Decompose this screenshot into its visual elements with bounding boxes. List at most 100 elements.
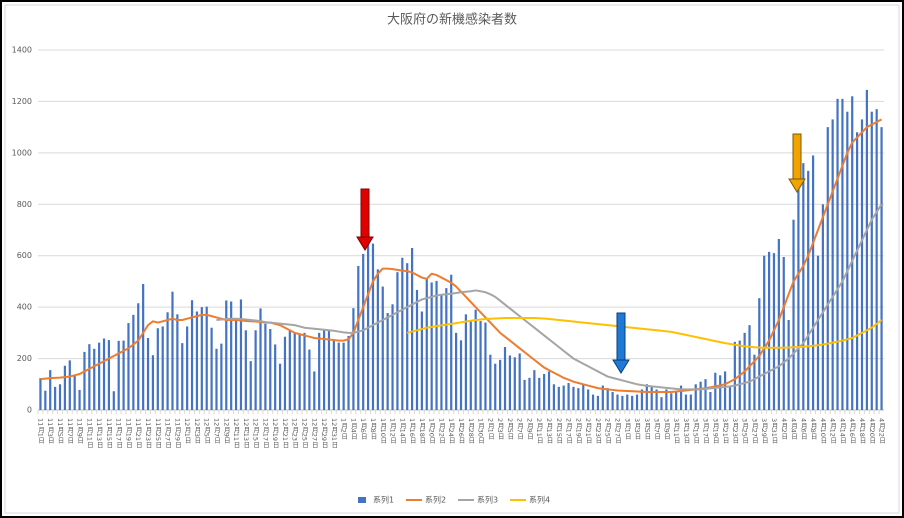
bar — [640, 389, 644, 410]
bar — [73, 375, 76, 410]
x-tick-label: 12月5日 — [203, 418, 211, 445]
bar — [567, 383, 570, 410]
bar — [190, 300, 194, 410]
x-tick-label: 11月5日 — [56, 418, 64, 445]
bar — [406, 263, 409, 410]
bar — [274, 344, 277, 410]
x-tick-label: 11月17日 — [115, 418, 123, 449]
x-tick-label: 3月15日 — [692, 418, 700, 445]
arrow-head — [356, 236, 374, 251]
x-tick-label: 12月25日 — [301, 418, 309, 449]
bar — [479, 321, 482, 410]
bar — [523, 379, 526, 410]
bar — [572, 386, 575, 410]
bar — [665, 389, 668, 410]
bar — [88, 344, 91, 410]
bar — [606, 388, 609, 410]
inner-frame — [4, 4, 900, 514]
bar — [450, 274, 453, 410]
y-tick-label: 1200 — [12, 97, 32, 106]
x-tick-label: 2月23日 — [594, 418, 602, 445]
y-tick-label: 600 — [17, 251, 32, 260]
x-tick-label: 1月18日 — [418, 418, 426, 445]
x-tick-label: 2月25日 — [604, 418, 612, 445]
bar — [489, 354, 492, 410]
y-tick-label: 1400 — [12, 46, 32, 55]
bar — [259, 308, 262, 410]
x-tick-label: 2月7日 — [516, 418, 524, 440]
bar — [151, 355, 155, 410]
bar — [704, 379, 707, 410]
bar — [826, 127, 829, 411]
bar — [596, 395, 600, 410]
x-tick-label: 2月5日 — [506, 418, 514, 440]
bar — [132, 314, 135, 410]
x-tick-label: 11月1日 — [36, 418, 44, 445]
bar — [675, 390, 678, 410]
x-tick-label: 11月27日 — [164, 418, 172, 449]
x-tick-label: 1月22日 — [437, 418, 445, 445]
bar — [435, 280, 438, 410]
x-tick-label: 3月1日 — [623, 418, 631, 440]
bar — [161, 326, 164, 410]
x-tick-label: 11月11日 — [85, 418, 93, 449]
bar — [303, 332, 306, 410]
x-tick-label: 2月27日 — [613, 418, 621, 445]
x-tick-label: 12月15日 — [252, 418, 260, 449]
bar — [230, 301, 233, 410]
bar — [98, 342, 101, 410]
bar — [181, 343, 184, 410]
bar — [239, 299, 243, 410]
bar — [631, 395, 634, 410]
x-tick-label: 1月28日 — [467, 418, 475, 445]
bar — [176, 314, 179, 410]
bar — [166, 312, 169, 410]
bar — [54, 386, 57, 410]
x-tick-label: 1月12日 — [389, 418, 397, 445]
y-tick-label: 1000 — [12, 148, 32, 157]
x-tick-label: 1月24日 — [447, 418, 455, 445]
bar — [811, 155, 815, 410]
bar — [513, 357, 516, 410]
x-tick-label: 12月31日 — [330, 418, 338, 449]
bar — [547, 371, 551, 410]
bar — [797, 183, 800, 410]
x-tick-label: 12月17日 — [261, 418, 269, 449]
x-tick-label: 11月9日 — [76, 418, 84, 445]
bar — [684, 394, 688, 410]
x-tick-label: 3月9日 — [662, 418, 670, 440]
bar — [156, 328, 159, 410]
bar — [288, 329, 291, 410]
bar — [821, 204, 824, 410]
bar — [83, 351, 86, 410]
bar — [782, 257, 785, 410]
x-tick-label: 4月6日 — [799, 418, 807, 440]
bar — [758, 298, 761, 410]
bar — [763, 255, 766, 410]
x-tick-label: 11月25日 — [154, 418, 162, 449]
x-tick-label: 3月13日 — [682, 418, 690, 445]
bar — [244, 330, 247, 410]
bar — [381, 286, 384, 410]
bar — [308, 349, 311, 410]
bar — [650, 386, 653, 410]
legend-label: 系列2 — [425, 495, 446, 505]
bar — [318, 332, 321, 410]
x-tick-label: 4月18日 — [858, 418, 866, 445]
bar — [366, 241, 370, 410]
bar — [102, 338, 106, 410]
bar — [332, 339, 335, 410]
x-tick-label: 11月7日 — [66, 418, 74, 445]
arrows — [356, 133, 806, 374]
bar — [186, 326, 189, 410]
x-tick-label: 4月12日 — [829, 418, 837, 445]
bar — [386, 313, 389, 410]
bar — [587, 389, 590, 410]
bar — [601, 385, 604, 410]
bar — [376, 269, 379, 410]
bar — [831, 119, 834, 410]
x-tick-label: 4月4日 — [790, 418, 798, 440]
bar — [577, 388, 580, 410]
bar — [719, 375, 722, 410]
